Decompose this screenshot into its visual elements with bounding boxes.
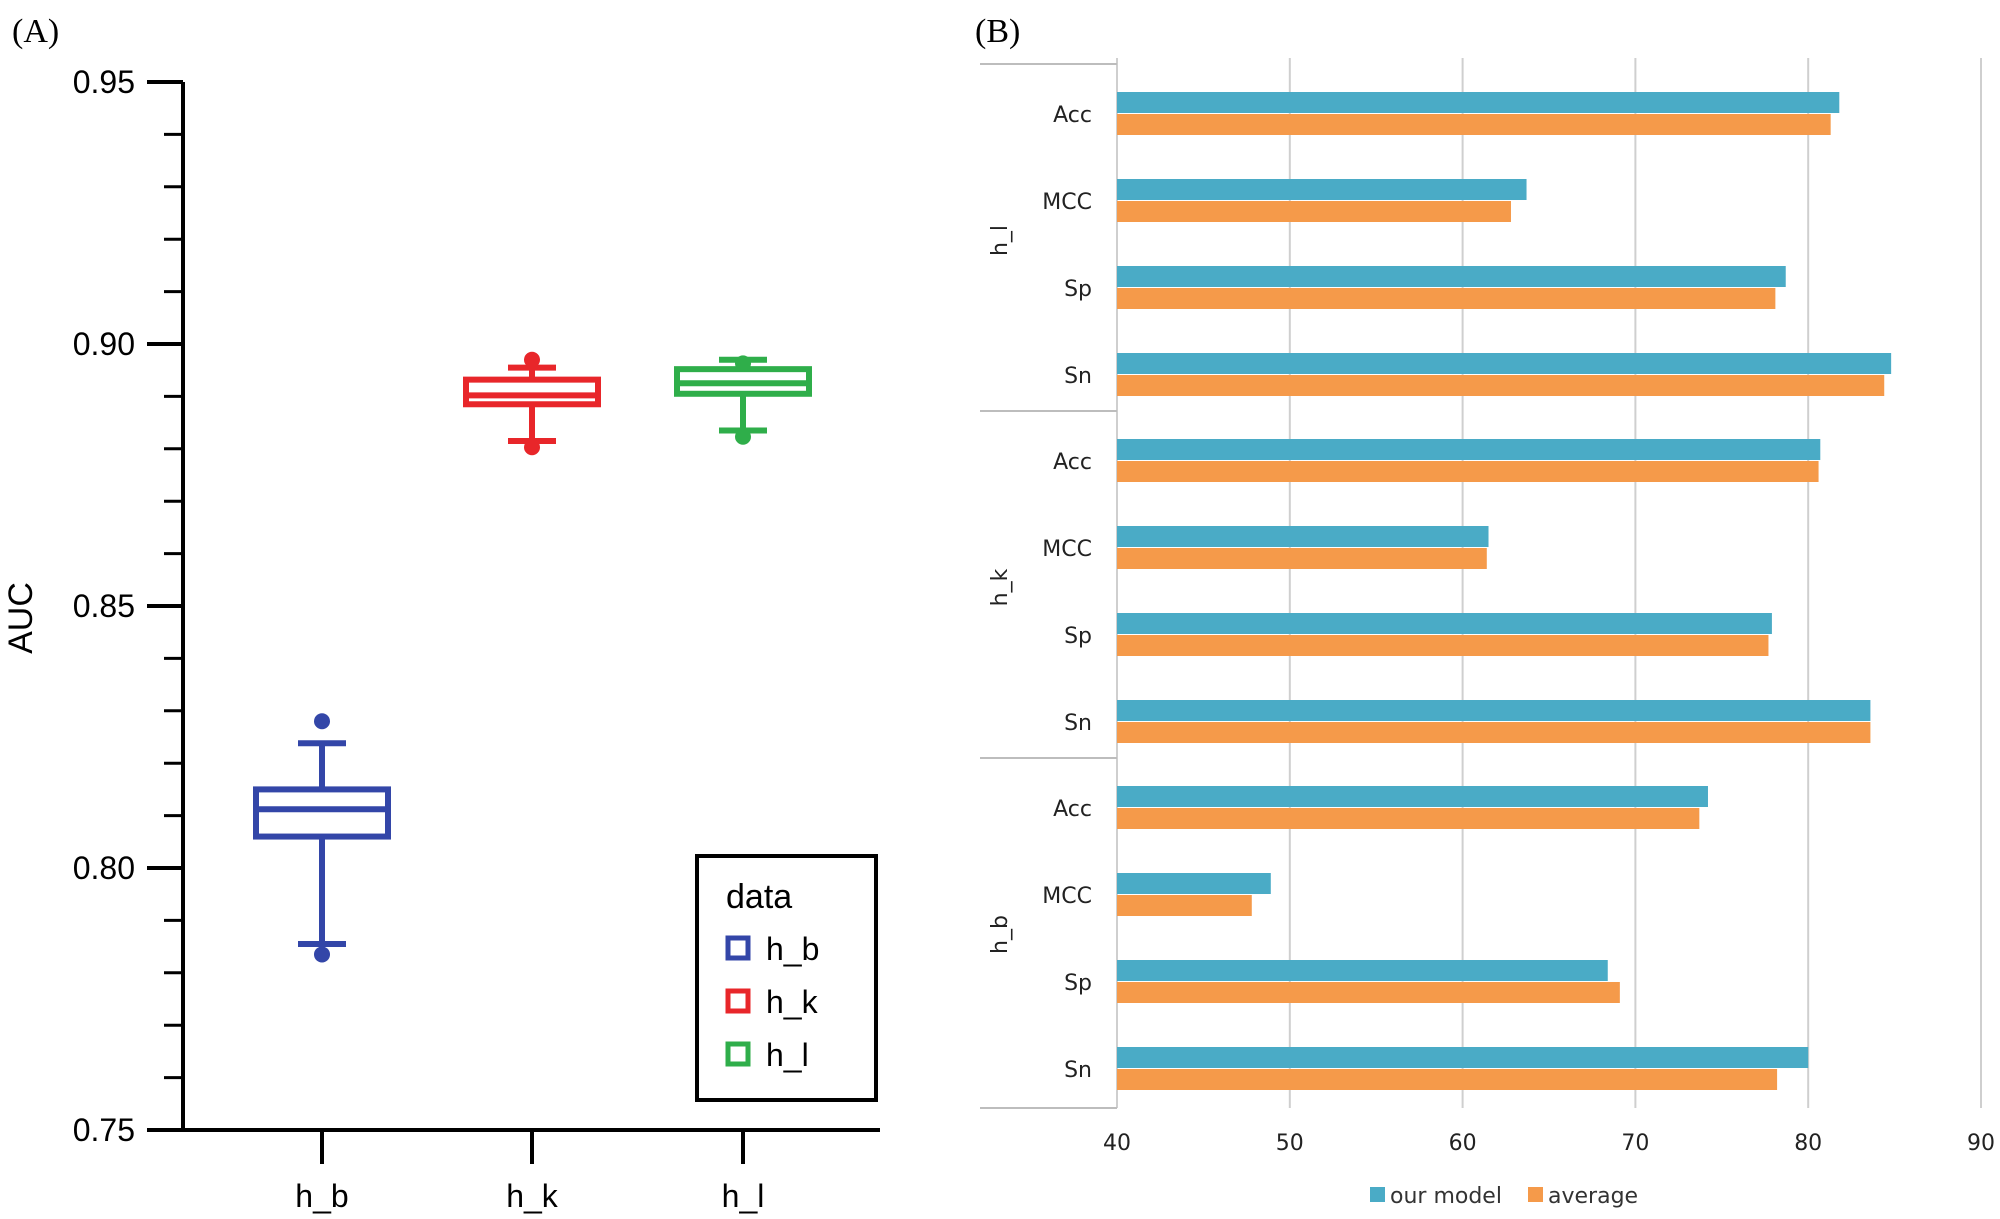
box-body bbox=[253, 786, 391, 840]
b-bar-our-model bbox=[1117, 960, 1608, 981]
box-outlier bbox=[735, 428, 751, 445]
a-boxes bbox=[253, 351, 812, 963]
b-bar-average bbox=[1117, 982, 1620, 1003]
b-bar-our-model bbox=[1117, 1047, 1809, 1068]
b-bar-our-model bbox=[1117, 873, 1271, 894]
box-outlier bbox=[524, 439, 540, 456]
panel-a-boxplot: (A) AUC 0.75 0.80 0.85 0.90 0.95 h_b h_k h_l d… bbox=[2, 13, 880, 1214]
b-group-label: h_k bbox=[988, 568, 1013, 606]
b-x-tick-label: 70 bbox=[1621, 1131, 1649, 1156]
a-legend-title: data bbox=[726, 878, 792, 916]
a-x-axis: h_b h_k h_l bbox=[183, 1128, 880, 1214]
b-bar-average bbox=[1117, 461, 1819, 482]
b-bar-average bbox=[1117, 548, 1487, 569]
b-bar-average bbox=[1117, 114, 1831, 135]
b-category-label: Sn bbox=[1064, 711, 1092, 736]
b-category-label: MCC bbox=[1042, 190, 1092, 215]
b-x-tick-label: 40 bbox=[1103, 1131, 1131, 1156]
a-legend: data h_b h_k h_l bbox=[695, 854, 878, 1102]
b-category-label: Acc bbox=[1053, 797, 1092, 822]
a-y-axis: 0.75 0.80 0.85 0.90 0.95 bbox=[73, 64, 185, 1148]
b-bar-our-model bbox=[1117, 786, 1708, 807]
a-y-tick-label: 0.75 bbox=[73, 1112, 135, 1148]
a-legend-label: h_l bbox=[766, 1037, 809, 1073]
b-legend-swatch-1 bbox=[1528, 1187, 1543, 1202]
b-legend-swatch-0 bbox=[1370, 1187, 1385, 1202]
a-legend-label: h_k bbox=[766, 984, 819, 1020]
b-legend: our model average bbox=[1370, 1184, 1638, 1209]
b-group-label: h_l bbox=[988, 225, 1013, 256]
box-h_b bbox=[253, 713, 391, 963]
panel-b-label: (B) bbox=[975, 13, 1020, 50]
b-bar-average bbox=[1117, 808, 1700, 829]
a-legend-label: h_b bbox=[766, 931, 819, 967]
a-y-tick-label: 0.85 bbox=[73, 588, 135, 624]
a-y-tick-label: 0.95 bbox=[73, 64, 135, 100]
b-bar-average bbox=[1117, 722, 1871, 743]
b-bars bbox=[1117, 92, 1892, 1090]
a-y-tick-label: 0.80 bbox=[73, 850, 135, 886]
b-bar-our-model bbox=[1117, 526, 1489, 547]
box-outlier bbox=[524, 351, 540, 368]
box-h_k bbox=[463, 351, 601, 456]
b-group-label: h_b bbox=[988, 915, 1013, 954]
b-category-label: Sn bbox=[1064, 1058, 1092, 1083]
box-h_l bbox=[674, 355, 812, 445]
b-x-tick-label: 90 bbox=[1967, 1131, 1995, 1156]
b-gridlines bbox=[980, 58, 1982, 1109]
box-outlier bbox=[735, 355, 751, 372]
b-category-label: Acc bbox=[1053, 103, 1092, 128]
b-legend-label: our model bbox=[1390, 1184, 1502, 1209]
b-category-label: MCC bbox=[1042, 884, 1092, 909]
b-bar-our-model bbox=[1117, 179, 1527, 200]
b-category-label: Sp bbox=[1064, 624, 1092, 649]
b-x-tick-label: 80 bbox=[1794, 1131, 1822, 1156]
b-bar-our-model bbox=[1117, 700, 1871, 721]
a-x-tick-label: h_k bbox=[506, 1178, 559, 1214]
b-bar-average bbox=[1117, 375, 1885, 396]
b-bar-our-model bbox=[1117, 266, 1786, 287]
a-y-tick-label: 0.90 bbox=[73, 326, 135, 362]
a-y-axis-title: AUC bbox=[2, 582, 40, 654]
box-body bbox=[463, 376, 601, 408]
panel-a-label: (A) bbox=[12, 13, 59, 50]
b-x-tick-label: 60 bbox=[1449, 1131, 1477, 1156]
b-bar-average bbox=[1117, 895, 1252, 916]
b-bar-average bbox=[1117, 1069, 1778, 1090]
b-bar-our-model bbox=[1117, 439, 1821, 460]
a-x-tick-label: h_b bbox=[295, 1178, 348, 1214]
a-legend-swatch-h_b bbox=[725, 935, 751, 961]
b-bar-average bbox=[1117, 201, 1511, 222]
b-category-label: Sp bbox=[1064, 277, 1092, 302]
b-bar-our-model bbox=[1117, 353, 1892, 374]
box-outlier bbox=[314, 713, 330, 730]
b-category-label: Sp bbox=[1064, 971, 1092, 996]
b-legend-label: average bbox=[1548, 1184, 1638, 1209]
b-x-tick-label: 50 bbox=[1276, 1131, 1304, 1156]
b-bar-our-model bbox=[1117, 613, 1772, 634]
a-legend-swatch-h_l bbox=[725, 1041, 751, 1067]
b-category-labels: h_l Acc MCC Sp Sn h_k Acc MCC Sp Sn h_b Acc MCC Sp Sn bbox=[988, 103, 1092, 1083]
b-bar-average bbox=[1117, 288, 1776, 309]
b-x-axis: 40 50 60 70 80 90 bbox=[1103, 1131, 1995, 1156]
b-category-label: Acc bbox=[1053, 450, 1092, 475]
b-bar-our-model bbox=[1117, 92, 1840, 113]
box-outlier bbox=[314, 946, 330, 963]
a-x-tick-label: h_l bbox=[722, 1178, 765, 1214]
b-category-label: MCC bbox=[1042, 537, 1092, 562]
b-category-label: Sn bbox=[1064, 364, 1092, 389]
panel-b-barchart: (B) h_l Acc MCC Sp Sn h_k Acc MCC Sp Sn h_b Acc MCC S… bbox=[975, 13, 1995, 1209]
b-bar-average bbox=[1117, 635, 1769, 656]
a-legend-swatch-h_k bbox=[725, 988, 751, 1014]
